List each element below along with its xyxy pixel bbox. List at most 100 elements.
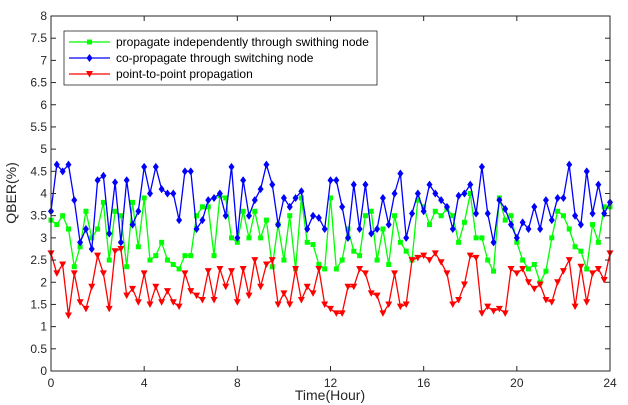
data-point bbox=[472, 254, 480, 262]
data-point bbox=[425, 257, 433, 264]
legend-label: co-propagate through switching node bbox=[116, 51, 314, 65]
data-point bbox=[54, 222, 60, 228]
data-point bbox=[205, 204, 211, 210]
data-point bbox=[124, 264, 130, 270]
data-point bbox=[147, 257, 153, 263]
data-point bbox=[222, 211, 229, 220]
data-point bbox=[420, 252, 428, 260]
data-point bbox=[531, 202, 538, 211]
data-point bbox=[117, 238, 124, 247]
data-point bbox=[245, 211, 252, 220]
data-point bbox=[508, 213, 514, 219]
data-point bbox=[182, 253, 188, 259]
data-point bbox=[484, 303, 492, 311]
data-point bbox=[361, 270, 369, 277]
data-point bbox=[152, 162, 159, 171]
data-point bbox=[392, 213, 398, 219]
data-point bbox=[59, 261, 67, 268]
data-point bbox=[239, 265, 247, 273]
data-point bbox=[286, 301, 294, 308]
data-point bbox=[257, 283, 265, 291]
data-point bbox=[420, 207, 427, 216]
data-point bbox=[252, 208, 258, 214]
y-tick-label: 5 bbox=[40, 142, 47, 156]
data-point bbox=[228, 162, 235, 171]
data-point bbox=[251, 257, 259, 264]
data-point bbox=[117, 245, 125, 253]
data-point bbox=[71, 196, 78, 205]
data-point bbox=[65, 226, 71, 232]
y-tick-label: 0.5 bbox=[30, 342, 47, 356]
data-point bbox=[292, 265, 300, 273]
data-point bbox=[228, 268, 236, 275]
data-point bbox=[83, 208, 89, 214]
data-point bbox=[141, 195, 147, 201]
data-point bbox=[170, 262, 176, 267]
data-point bbox=[164, 257, 170, 263]
data-point bbox=[292, 193, 299, 202]
data-point bbox=[153, 253, 159, 259]
data-point bbox=[572, 244, 578, 250]
data-point bbox=[112, 208, 118, 214]
legend-marker bbox=[86, 71, 93, 78]
data-point bbox=[589, 209, 596, 218]
series-2 bbox=[48, 160, 613, 253]
legend: propagate independently through swithing… bbox=[63, 30, 378, 86]
y-tick-label: 5.5 bbox=[30, 120, 47, 134]
data-point bbox=[152, 283, 160, 291]
data-point bbox=[339, 257, 345, 263]
data-point bbox=[262, 261, 270, 268]
data-point bbox=[344, 233, 351, 242]
data-point bbox=[176, 266, 182, 272]
data-point bbox=[304, 225, 311, 233]
y-axis-title: QBER(%) bbox=[3, 162, 19, 223]
data-point bbox=[525, 225, 532, 233]
data-point bbox=[222, 283, 230, 291]
data-point bbox=[194, 213, 200, 219]
data-point bbox=[71, 264, 77, 270]
data-point bbox=[357, 253, 363, 259]
data-point bbox=[309, 290, 317, 297]
data-point bbox=[379, 310, 387, 317]
data-point bbox=[187, 288, 195, 295]
data-point bbox=[240, 176, 247, 185]
data-point bbox=[59, 167, 66, 176]
data-point bbox=[53, 270, 61, 277]
data-point bbox=[356, 225, 363, 233]
data-point bbox=[64, 312, 72, 320]
data-point bbox=[327, 176, 334, 185]
data-point bbox=[362, 180, 369, 189]
data-point bbox=[234, 233, 241, 242]
y-tick-label: 1 bbox=[40, 320, 47, 334]
x-tick-label: 8 bbox=[234, 376, 241, 390]
data-point bbox=[456, 239, 462, 245]
data-point bbox=[379, 193, 386, 202]
data-point bbox=[466, 252, 474, 260]
data-point bbox=[431, 250, 439, 257]
data-point bbox=[287, 213, 293, 219]
data-point bbox=[94, 252, 102, 260]
data-point bbox=[130, 199, 136, 205]
legend-label: propagate independently through swithing… bbox=[116, 35, 369, 49]
y-tick-label: 1.5 bbox=[30, 297, 47, 311]
data-point bbox=[368, 229, 375, 238]
data-point bbox=[595, 239, 601, 245]
data-point bbox=[77, 238, 84, 247]
data-point bbox=[269, 264, 275, 270]
data-point bbox=[275, 220, 282, 229]
y-tick-label: 7 bbox=[40, 53, 47, 67]
data-point bbox=[345, 226, 351, 232]
y-tick-label: 6.5 bbox=[30, 76, 47, 90]
data-point bbox=[478, 162, 485, 171]
data-point bbox=[94, 176, 101, 185]
data-point bbox=[467, 180, 474, 189]
data-point bbox=[484, 209, 491, 218]
data-point bbox=[583, 167, 590, 176]
data-point bbox=[502, 217, 508, 223]
data-point bbox=[332, 310, 340, 317]
data-point bbox=[176, 216, 183, 225]
data-point bbox=[129, 220, 136, 229]
data-point bbox=[537, 225, 544, 233]
data-point bbox=[385, 301, 393, 308]
data-point bbox=[386, 262, 392, 267]
